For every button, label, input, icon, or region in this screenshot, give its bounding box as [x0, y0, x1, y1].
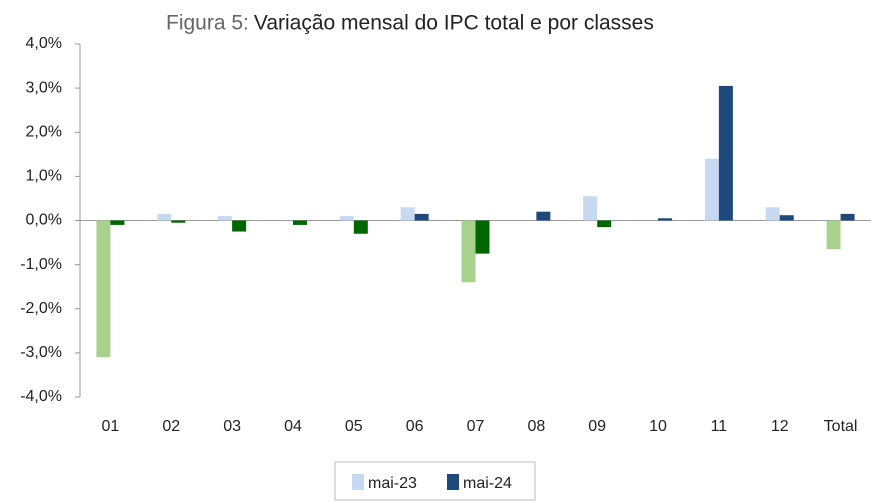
bar — [536, 211, 551, 221]
bar — [414, 213, 429, 221]
bar — [826, 220, 841, 250]
bar — [658, 218, 673, 221]
y-tick-label: 1,0% — [26, 168, 62, 185]
bar — [704, 158, 719, 221]
bar — [110, 220, 125, 225]
bar — [583, 196, 598, 221]
y-tick-label: 0,0% — [26, 212, 62, 229]
bar — [461, 220, 476, 283]
bar — [353, 220, 368, 234]
y-tick-label: 4,0% — [26, 35, 62, 52]
x-tick-label: 12 — [771, 418, 789, 435]
bar — [218, 216, 233, 221]
bar — [171, 220, 186, 223]
bar — [96, 220, 111, 358]
y-tick-label: -3,0% — [20, 344, 62, 361]
x-tick-label: 06 — [406, 418, 424, 435]
bar — [597, 220, 612, 228]
legend-box — [334, 461, 536, 501]
x-tick-label: 02 — [162, 418, 180, 435]
bar — [765, 207, 780, 221]
legend-label: mai-23 — [368, 475, 417, 492]
bar — [292, 220, 307, 225]
legend-label: mai-24 — [463, 475, 512, 492]
y-tick-label: -2,0% — [20, 300, 62, 317]
x-tick-label: 01 — [102, 418, 120, 435]
bar — [339, 216, 354, 221]
y-tick-label: -4,0% — [20, 388, 62, 405]
x-tick-label: 07 — [467, 418, 485, 435]
x-tick-label: 03 — [223, 418, 241, 435]
x-tick-label: Total — [824, 418, 858, 435]
x-tick-label: 11 — [711, 418, 728, 435]
bar — [779, 215, 794, 221]
x-tick-label: 09 — [588, 418, 606, 435]
bar — [475, 220, 490, 254]
legend-swatch — [447, 474, 459, 490]
chart-title: Variação mensal do IPC total e por class… — [254, 12, 654, 35]
bar — [157, 213, 172, 221]
y-tick-label: -1,0% — [20, 256, 62, 273]
bar — [400, 207, 415, 221]
x-tick-label: 04 — [284, 418, 302, 435]
legend-swatch — [352, 474, 364, 490]
x-tick-label: 10 — [649, 418, 667, 435]
bar — [232, 220, 247, 232]
y-tick-label: 2,0% — [26, 123, 62, 140]
bar — [718, 85, 733, 221]
y-tick-label: 3,0% — [26, 79, 62, 96]
figure-label: Figura 5: — [166, 12, 249, 35]
bar — [840, 213, 855, 221]
x-tick-label: 08 — [527, 418, 545, 435]
x-tick-label: 05 — [345, 418, 363, 435]
